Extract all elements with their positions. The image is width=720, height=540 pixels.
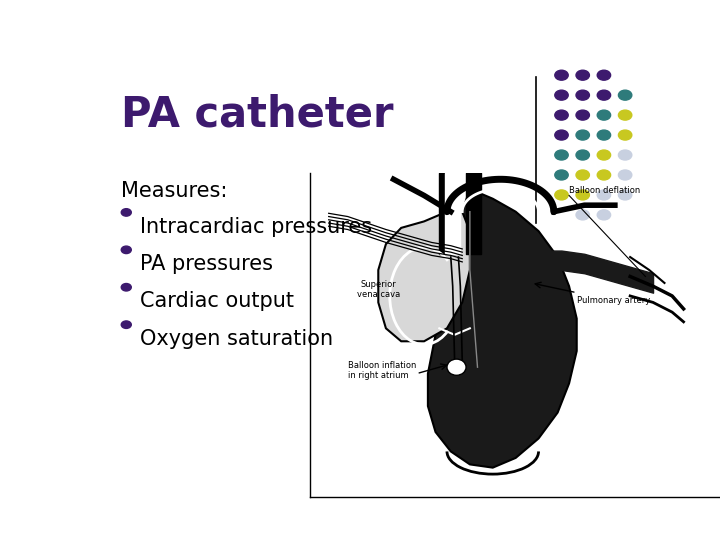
Circle shape xyxy=(597,130,611,140)
Text: Balloon inflation
in right atrium: Balloon inflation in right atrium xyxy=(348,361,416,380)
Circle shape xyxy=(618,170,632,180)
Text: Superior
vena cava: Superior vena cava xyxy=(356,280,400,299)
Circle shape xyxy=(618,150,632,160)
Text: Cardiac output: Cardiac output xyxy=(140,292,294,312)
Circle shape xyxy=(597,70,611,80)
Circle shape xyxy=(576,150,590,160)
Text: Intracardiac pressures: Intracardiac pressures xyxy=(140,217,372,237)
Circle shape xyxy=(576,70,590,80)
Circle shape xyxy=(121,321,131,328)
Circle shape xyxy=(618,90,632,100)
Text: PA catheter: PA catheter xyxy=(121,94,393,136)
Circle shape xyxy=(576,90,590,100)
Circle shape xyxy=(597,210,611,220)
Circle shape xyxy=(597,170,611,180)
Circle shape xyxy=(597,150,611,160)
Circle shape xyxy=(618,190,632,200)
Circle shape xyxy=(121,246,131,254)
Circle shape xyxy=(555,70,568,80)
Circle shape xyxy=(597,110,611,120)
Circle shape xyxy=(555,170,568,180)
Circle shape xyxy=(576,190,590,200)
Circle shape xyxy=(618,110,632,120)
Text: PA pressures: PA pressures xyxy=(140,254,273,274)
Circle shape xyxy=(555,150,568,160)
Circle shape xyxy=(555,110,568,120)
Text: Pulmonary artery: Pulmonary artery xyxy=(577,296,650,305)
Circle shape xyxy=(555,190,568,200)
Circle shape xyxy=(576,170,590,180)
Circle shape xyxy=(555,130,568,140)
Polygon shape xyxy=(428,189,577,468)
Polygon shape xyxy=(378,212,470,341)
Circle shape xyxy=(576,110,590,120)
Text: Measures:: Measures: xyxy=(121,181,227,201)
Circle shape xyxy=(597,90,611,100)
Circle shape xyxy=(121,284,131,291)
Text: Balloon deflation: Balloon deflation xyxy=(569,186,640,195)
Circle shape xyxy=(447,359,466,375)
Circle shape xyxy=(121,208,131,216)
Circle shape xyxy=(576,210,590,220)
Circle shape xyxy=(555,90,568,100)
Text: Oxygen saturation: Oxygen saturation xyxy=(140,329,333,349)
Circle shape xyxy=(597,190,611,200)
Circle shape xyxy=(576,130,590,140)
Circle shape xyxy=(618,130,632,140)
